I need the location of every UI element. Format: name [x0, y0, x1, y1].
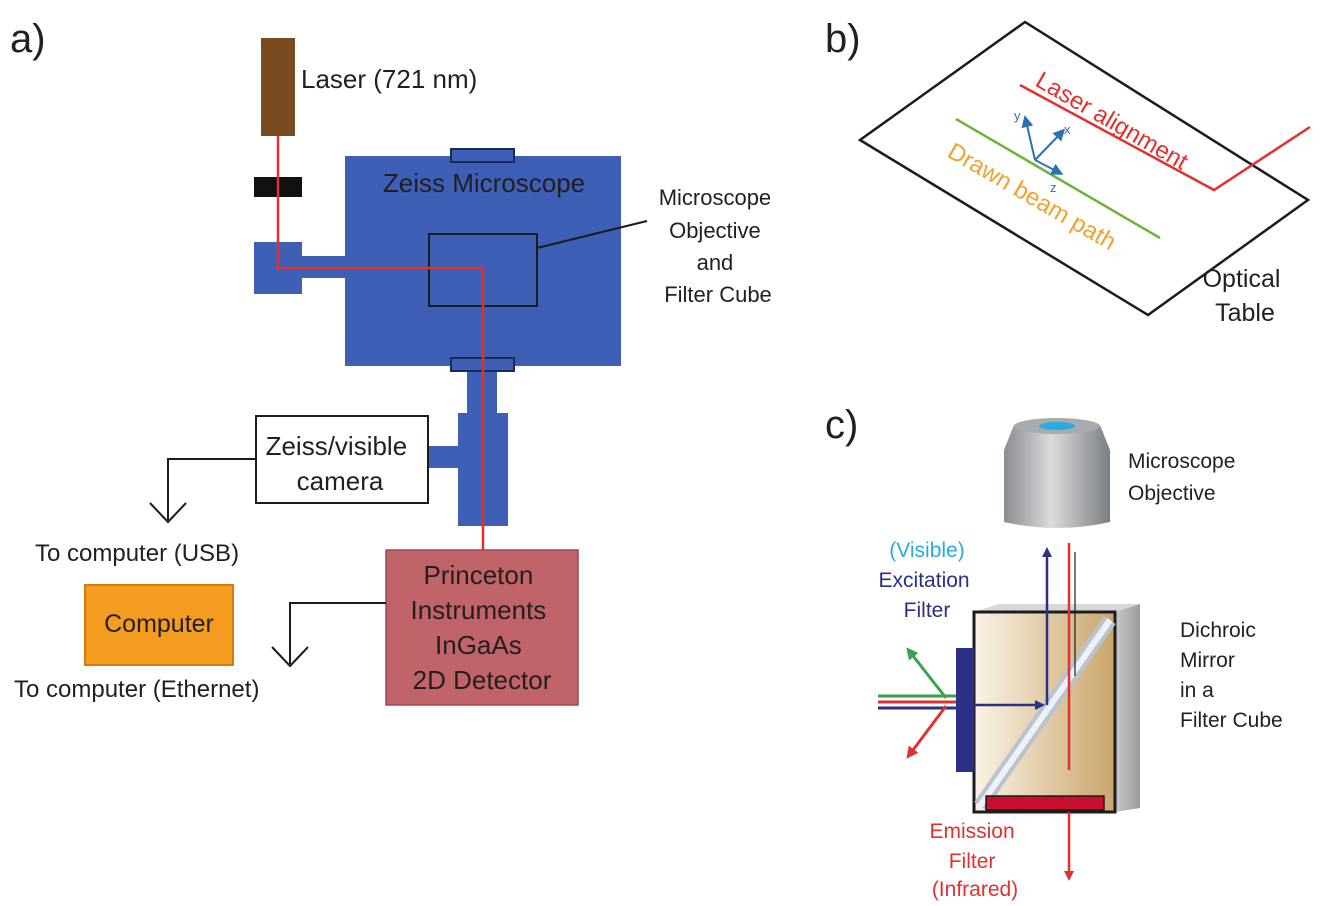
microscope-top-port [450, 148, 515, 163]
laser-label: Laser (721 nm) [301, 64, 477, 94]
x-axis-label: x [1064, 122, 1071, 137]
ethernet-cable-line [289, 602, 386, 664]
detector-label: Princeton Instruments InGaAs 2D Detector [410, 560, 553, 695]
computer-label: Computer [104, 610, 214, 638]
laser-alignment-label: Laser alignment [1031, 67, 1193, 176]
z-axis-arrow [1034, 159, 1064, 175]
excitation-filter-label: Excitation Filter [879, 569, 976, 622]
reflected-green-arrow [906, 647, 948, 699]
ethernet-chevron-down-icon [271, 646, 309, 668]
panel-b: b) Laser alignment Drawn beam path y x z… [825, 17, 1311, 327]
optical-table-label: Optical Table [1203, 265, 1288, 327]
camera-label: Zeiss/visible camera [266, 431, 415, 496]
reflected-red-arrow [906, 705, 948, 759]
panel-a-label: a) [10, 17, 46, 61]
drawn-beam-path-line [955, 117, 1161, 240]
objective-callout-line [536, 220, 648, 249]
panel-b-label: b) [825, 17, 861, 61]
panel-c-label: c) [825, 403, 858, 447]
microscope-objective-icon [1004, 418, 1110, 528]
microscope-label: Zeiss Microscope [383, 168, 585, 198]
x-axis-arrow [1034, 128, 1066, 161]
objective-filter-cube-label: Microscope Objective and Filter Cube [659, 185, 778, 307]
optical-table-outline [857, 20, 1311, 317]
usb-chevron-down-icon [149, 502, 187, 524]
usb-cable-line [167, 458, 256, 520]
laser-alignment-line [1019, 83, 1311, 192]
excitation-filter-plate [956, 648, 974, 772]
emission-filter-plate [985, 795, 1105, 811]
drawn-beam-path-label: Drawn beam path [943, 138, 1121, 256]
to-computer-ethernet-label: To computer (Ethernet) [14, 676, 259, 703]
filter-cube [972, 604, 1140, 814]
ingaas-detector-box [385, 549, 579, 706]
emission-filter-label: Emission Filter (Infrared) [929, 820, 1020, 901]
camera-side-arm [428, 446, 460, 468]
laser-beam-path [276, 136, 485, 550]
objective-label: Microscope Objective [1128, 450, 1241, 505]
panel-a: a) Laser (721 nm) Zeiss Microscope Micro… [10, 17, 778, 706]
y-axis-label: y [1014, 108, 1021, 123]
dichroic-mirror-label: Dichroic Mirror in a Filter Cube [1180, 619, 1283, 732]
visible-label: (Visible) [889, 539, 964, 562]
coordinate-axes: y x z [1014, 108, 1071, 195]
z-axis-label: z [1050, 180, 1057, 195]
to-computer-usb-label: To computer (USB) [35, 540, 239, 567]
y-axis-arrow [1021, 115, 1036, 161]
computer-box [84, 584, 234, 666]
laser-source [261, 38, 295, 136]
panel-c: c) Microscope Objective [825, 403, 1283, 901]
